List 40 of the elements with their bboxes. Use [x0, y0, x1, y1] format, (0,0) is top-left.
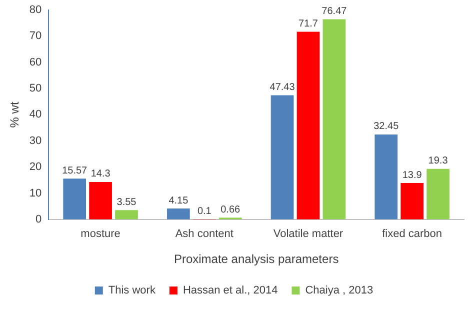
bar [63, 178, 86, 220]
data-label: 76.47 [322, 6, 348, 17]
legend-label: Chaiya , 2013 [305, 284, 374, 297]
data-label: 71.7 [298, 18, 318, 30]
legend-label: This work [108, 284, 156, 297]
bar [374, 134, 398, 220]
y-tick-label: 20 [29, 161, 42, 174]
y-tick-label: 50 [29, 82, 42, 95]
x-tick-label: mosture [80, 228, 120, 240]
data-label: 47.43 [270, 82, 296, 93]
bar [115, 210, 138, 220]
y-tick-label: 80 [29, 4, 42, 16]
y-tick-label: 40 [29, 108, 42, 121]
bar [270, 95, 294, 220]
bar [89, 182, 112, 220]
x-tick-label: Ash content [175, 228, 234, 240]
y-axis-title: % wt [8, 101, 22, 128]
legend-label: Hassan et al., 2014 [182, 284, 278, 297]
bar [322, 19, 346, 220]
y-tick-label: 30 [29, 134, 42, 147]
data-label: 32.45 [374, 121, 400, 132]
data-label: 15.57 [62, 165, 88, 176]
bar [426, 168, 450, 220]
bar [296, 32, 320, 220]
data-label: 19.3 [428, 156, 448, 167]
data-label: 13.9 [402, 170, 422, 181]
x-axis-title: Proximate analysis parameters [174, 252, 339, 266]
y-tick-label: 0 [36, 213, 42, 226]
y-tick-label: 60 [29, 56, 42, 68]
data-label: 0.1 [197, 206, 212, 217]
x-tick-label: Volatile matter [273, 228, 344, 240]
bar [400, 183, 424, 220]
data-label: 14.3 [90, 168, 111, 180]
y-tick-label: 10 [29, 187, 42, 200]
bar [167, 208, 190, 220]
data-label: 0.66 [220, 204, 241, 216]
y-tick-label: 70 [29, 30, 42, 42]
data-label: 3.55 [116, 196, 137, 208]
data-label: 4.15 [168, 195, 189, 206]
x-tick-label: fixed carbon [382, 228, 442, 240]
